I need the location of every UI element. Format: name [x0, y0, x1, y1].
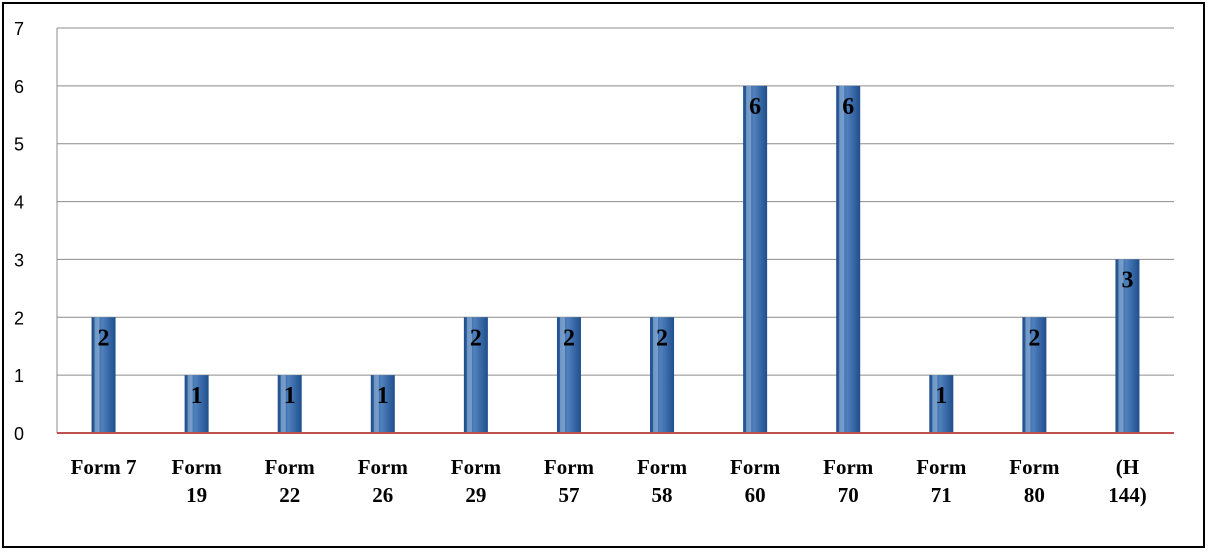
- bar-highlight: [466, 317, 472, 433]
- x-tick-label: 57: [558, 483, 579, 507]
- data-label: 1: [935, 383, 947, 409]
- x-tick-label: Form: [265, 455, 316, 479]
- x-tick-label: 58: [652, 483, 673, 507]
- x-tick-label: Form: [172, 455, 223, 479]
- data-label: 2: [563, 325, 575, 351]
- y-tick-label: 2: [14, 308, 24, 328]
- bar-highlight: [932, 375, 938, 433]
- x-tick-label: Form: [544, 455, 595, 479]
- y-axis-ticks: 0 1 2 3 4 5 6 7: [14, 19, 24, 444]
- bar-highlight: [746, 85, 752, 433]
- bar-highlight: [280, 375, 286, 433]
- x-tick-label: 22: [279, 483, 300, 507]
- data-label: 2: [1028, 325, 1040, 351]
- y-tick-label: 6: [14, 77, 24, 97]
- bar-highlight: [1118, 259, 1124, 433]
- data-labels: 2 1 1 1 2 2 2 6 6 1 2 3: [98, 94, 1134, 409]
- bar-highlight: [839, 85, 845, 433]
- x-tick-label: (H: [1116, 455, 1139, 479]
- data-label: 2: [98, 325, 110, 351]
- x-tick-label: 70: [838, 483, 859, 507]
- x-tick-label: Form: [916, 455, 967, 479]
- x-tick-label: 71: [931, 483, 952, 507]
- x-tick-label: 144): [1108, 483, 1147, 507]
- y-tick-label: 3: [14, 250, 24, 270]
- x-tick-label: Form: [1009, 455, 1060, 479]
- x-tick-label: 29: [465, 483, 486, 507]
- data-label: 6: [842, 94, 854, 120]
- data-label: 1: [284, 383, 296, 409]
- x-tick-label: Form: [823, 455, 874, 479]
- data-label: 2: [470, 325, 482, 351]
- data-label: 3: [1121, 267, 1133, 293]
- bar-highlight: [1025, 317, 1031, 433]
- y-tick-label: 1: [14, 366, 24, 386]
- data-label: 2: [656, 325, 668, 351]
- data-label: 1: [191, 383, 203, 409]
- bars: [91, 85, 1140, 433]
- y-tick-label: 7: [14, 19, 24, 39]
- y-tick-label: 5: [14, 135, 24, 155]
- y-tick-label: 0: [14, 424, 24, 444]
- data-label: 6: [749, 94, 761, 120]
- x-tick-label: Form 7: [71, 455, 137, 479]
- x-tick-label: 60: [745, 483, 766, 507]
- data-label: 1: [377, 383, 389, 409]
- bar-highlight: [559, 317, 565, 433]
- x-tick-label: Form: [637, 455, 688, 479]
- x-tick-label: Form: [358, 455, 409, 479]
- bar-highlight: [373, 375, 379, 433]
- x-tick-label: 19: [186, 483, 207, 507]
- x-axis-ticks: Form 7 Form 19 Form 22 Form 26 Form 29 Form 57 Form…: [71, 455, 1147, 507]
- bar-highlight: [94, 317, 100, 433]
- bar-highlight: [187, 375, 193, 433]
- bar-highlight: [653, 317, 659, 433]
- x-tick-label: Form: [730, 455, 781, 479]
- gridlines: [56, 27, 1174, 433]
- x-tick-label: 80: [1024, 483, 1045, 507]
- x-tick-label: Form: [451, 455, 502, 479]
- y-tick-label: 4: [14, 193, 24, 213]
- x-tick-label: 26: [372, 483, 393, 507]
